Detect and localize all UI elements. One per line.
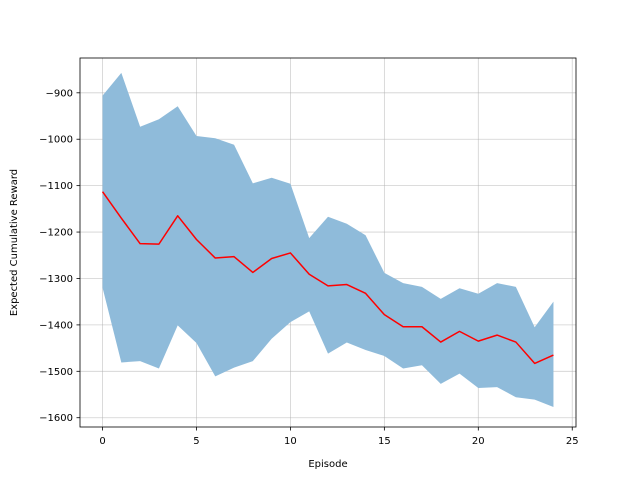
y-tick-label: −1500	[39, 367, 73, 378]
confidence-band	[102, 72, 554, 408]
x-tick-label: 0	[99, 436, 105, 447]
confidence-band-layer	[102, 72, 554, 408]
x-axis-title: Episode	[308, 459, 347, 470]
y-tick-label: −1100	[39, 181, 73, 192]
plot-area-frame	[79, 57, 577, 428]
y-tick-label: −900	[46, 88, 73, 99]
y-tick-label: −1200	[39, 228, 73, 239]
y-tick-label: −1000	[39, 135, 73, 146]
x-axis: 0 5 10 15 20 25	[99, 427, 579, 447]
series-layer	[101, 191, 554, 365]
y-tick-label: −1300	[39, 274, 73, 285]
x-tick-label: 20	[472, 436, 485, 447]
y-tick-label: −1600	[39, 413, 73, 424]
y-axis-title: Expected Cumulative Reward	[9, 169, 20, 316]
x-tick-label: 25	[566, 436, 579, 447]
x-tick-label: 5	[193, 436, 199, 447]
mean-reward-line	[101, 191, 554, 365]
y-tick-label: −1400	[39, 320, 73, 331]
x-tick-label: 10	[284, 436, 297, 447]
y-axis: −900 −1000 −1100 −1200 −1300 −1400 −1500 −1600	[39, 88, 80, 424]
x-tick-label: 15	[378, 436, 391, 447]
